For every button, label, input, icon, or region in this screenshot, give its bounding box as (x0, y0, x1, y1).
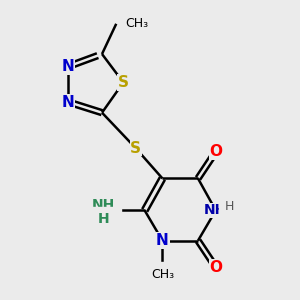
Text: O: O (209, 144, 222, 159)
Text: S: S (118, 75, 129, 90)
Text: N: N (156, 233, 169, 248)
Text: S: S (130, 141, 141, 156)
Text: O: O (209, 260, 222, 275)
Text: CH₃: CH₃ (125, 17, 148, 30)
Text: N: N (62, 59, 75, 74)
Text: CH₃: CH₃ (151, 268, 174, 281)
Text: N: N (62, 94, 75, 110)
Text: H: H (225, 200, 234, 213)
Text: NH: NH (204, 203, 227, 218)
Text: NH: NH (92, 198, 116, 212)
Text: H: H (98, 212, 110, 226)
